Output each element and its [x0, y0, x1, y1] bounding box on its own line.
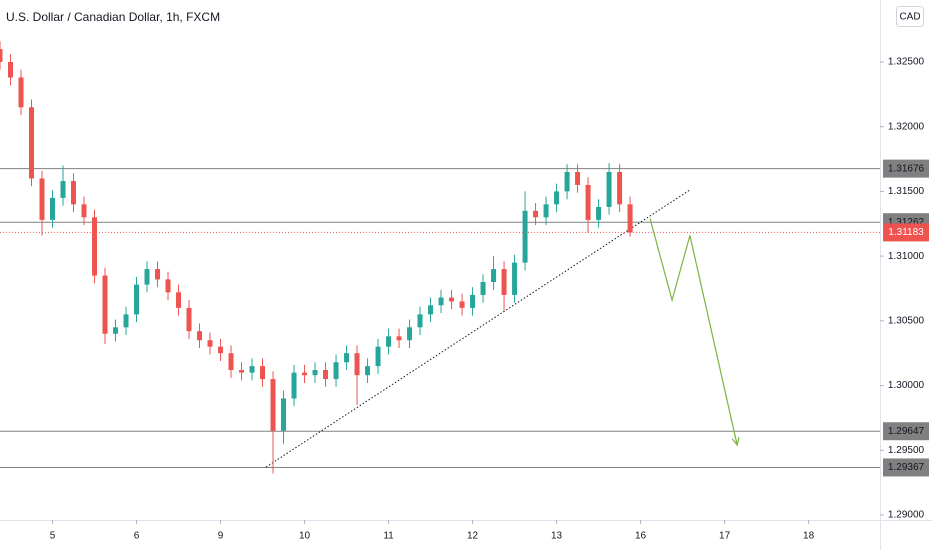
- y-tick-label: 1.31000: [888, 251, 925, 262]
- level-label: 1.29647: [888, 426, 925, 437]
- currency-button[interactable]: [896, 6, 924, 27]
- candle-body: [281, 398, 287, 431]
- x-tick-label: 5: [50, 531, 56, 542]
- x-tick-label: 10: [299, 531, 311, 542]
- candle-body: [302, 372, 308, 376]
- y-tick-label: 1.29000: [888, 510, 925, 521]
- candle-body: [0, 49, 3, 62]
- candle-body: [554, 191, 560, 205]
- candle-body: [197, 331, 203, 341]
- candle-body: [365, 366, 371, 376]
- projection-path: [649, 218, 738, 446]
- candle-body: [113, 327, 119, 334]
- candle-body: [18, 77, 24, 108]
- candle-body: [606, 171, 612, 207]
- x-tick-label: 11: [383, 531, 394, 542]
- candle-body: [228, 353, 234, 371]
- candle-body: [123, 314, 129, 328]
- candle-body: [92, 217, 98, 276]
- candle-body: [407, 327, 413, 341]
- candle-body: [585, 184, 591, 220]
- candle-body: [312, 370, 318, 376]
- y-tick-label: 1.30500: [888, 315, 925, 326]
- candle-body: [8, 61, 14, 78]
- candle-body: [354, 353, 360, 376]
- x-tick-label: 16: [635, 531, 647, 542]
- candle-body: [176, 292, 182, 308]
- candle-body: [207, 340, 213, 347]
- candle-body: [596, 206, 602, 220]
- last-price-box: [883, 223, 929, 242]
- x-tick-label: 9: [218, 531, 224, 542]
- x-tick-label: 13: [551, 531, 563, 542]
- candle-body: [480, 282, 486, 295]
- chart-title: U.S. Dollar / Canadian Dollar, 1h, FXCM: [6, 10, 220, 24]
- last-price-label: 1.31183: [888, 227, 924, 238]
- level-label: 1.31676: [888, 163, 925, 174]
- candle-body: [71, 181, 77, 205]
- y-tick-label: 1.29500: [888, 445, 925, 456]
- candle-body: [459, 301, 465, 308]
- candle-body: [470, 294, 476, 308]
- currency-label[interactable]: CAD: [899, 12, 920, 23]
- y-tick-label: 1.32000: [888, 121, 925, 132]
- candle-body: [155, 269, 161, 280]
- candle-body: [501, 269, 507, 295]
- candle-body: [102, 275, 108, 334]
- candle-body: [533, 210, 539, 218]
- candle-body: [575, 171, 581, 185]
- candle-body: [134, 284, 140, 315]
- candle-body: [449, 297, 455, 302]
- candle-body: [386, 336, 392, 347]
- candle-body: [270, 379, 276, 431]
- x-tick-label: 6: [134, 531, 140, 542]
- candle-body: [186, 307, 192, 332]
- candle-body: [260, 366, 266, 380]
- level-label: 1.29367: [888, 462, 925, 473]
- candle-body: [323, 370, 329, 380]
- level-label: 1.31262: [888, 217, 925, 228]
- trendline: [265, 189, 690, 468]
- candle-body: [39, 178, 45, 220]
- candle-body: [543, 204, 549, 218]
- candle-body: [249, 366, 255, 373]
- candle-body: [144, 269, 150, 285]
- candle-body: [81, 204, 87, 218]
- candle-body: [396, 336, 402, 341]
- y-tick-label: 1.31500: [888, 186, 925, 197]
- level-label-box: [883, 159, 929, 178]
- candle-body: [375, 346, 381, 367]
- candle-body: [165, 279, 171, 293]
- candle-body: [512, 262, 518, 295]
- candle-body: [627, 204, 633, 233]
- y-tick-label: 1.30000: [888, 380, 925, 391]
- candle-body: [564, 171, 570, 192]
- x-tick-label: 18: [803, 531, 815, 542]
- x-tick-label: 12: [467, 531, 479, 542]
- candle-body: [417, 314, 423, 328]
- level-label-box: [883, 422, 929, 441]
- candle-body: [617, 171, 623, 205]
- x-tick-label: 17: [719, 531, 731, 542]
- candle-body: [291, 372, 297, 399]
- candle-body: [239, 370, 245, 373]
- candle-body: [50, 197, 56, 220]
- candle-body: [428, 305, 434, 315]
- candle-body: [491, 269, 497, 283]
- y-tick-label: 1.32500: [888, 57, 925, 68]
- candle-body: [29, 107, 35, 179]
- candle-body: [60, 181, 66, 198]
- candle-body: [344, 353, 350, 363]
- candle-body: [218, 346, 224, 354]
- projection-arrowhead: [731, 437, 740, 447]
- candle-body: [333, 362, 339, 380]
- candle-body: [522, 210, 528, 263]
- level-label-box: [883, 458, 929, 477]
- candle-body: [438, 297, 444, 306]
